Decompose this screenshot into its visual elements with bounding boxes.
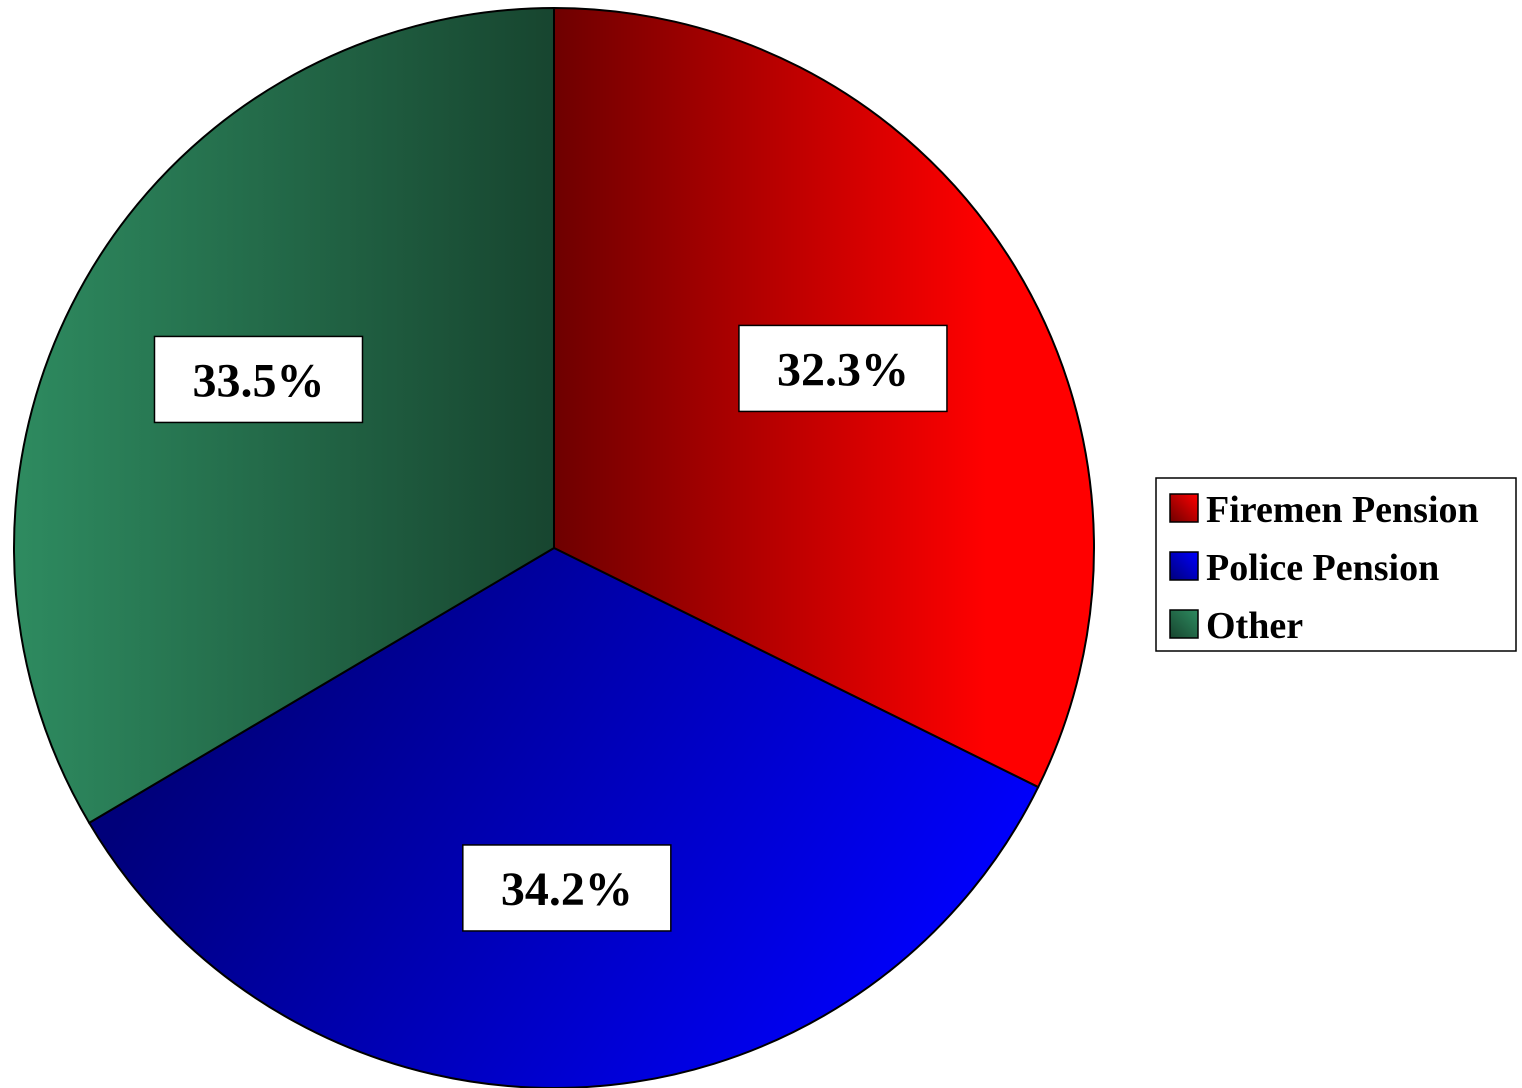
slice-label-box bbox=[738, 324, 948, 413]
slice-label: 34.2% bbox=[462, 844, 672, 932]
slice-label-box bbox=[462, 844, 672, 932]
legend-swatch bbox=[1169, 551, 1199, 581]
legend-label: Firemen Pension bbox=[1206, 489, 1479, 531]
slice-label: 32.3% bbox=[738, 324, 948, 413]
legend-swatch bbox=[1169, 493, 1199, 523]
legend-box bbox=[1155, 477, 1517, 652]
legend-item: Other bbox=[1169, 605, 1303, 647]
slice-labels: 32.3% 34.2% 33.5% bbox=[153, 324, 948, 932]
legend-swatch bbox=[1169, 609, 1199, 639]
slice-label-box bbox=[153, 335, 364, 424]
slice-label: 33.5% bbox=[153, 335, 364, 424]
legend: Firemen Pension Police Pension Other bbox=[1155, 477, 1517, 652]
slice-label-text: 33.5% bbox=[192, 354, 324, 407]
legend-label: Other bbox=[1206, 605, 1303, 647]
slice-label-text: 34.2% bbox=[501, 863, 633, 916]
legend-item: Firemen Pension bbox=[1169, 489, 1479, 531]
slice-label-text: 32.3% bbox=[777, 343, 909, 396]
legend-label: Police Pension bbox=[1206, 547, 1439, 589]
legend-item: Police Pension bbox=[1169, 547, 1439, 589]
